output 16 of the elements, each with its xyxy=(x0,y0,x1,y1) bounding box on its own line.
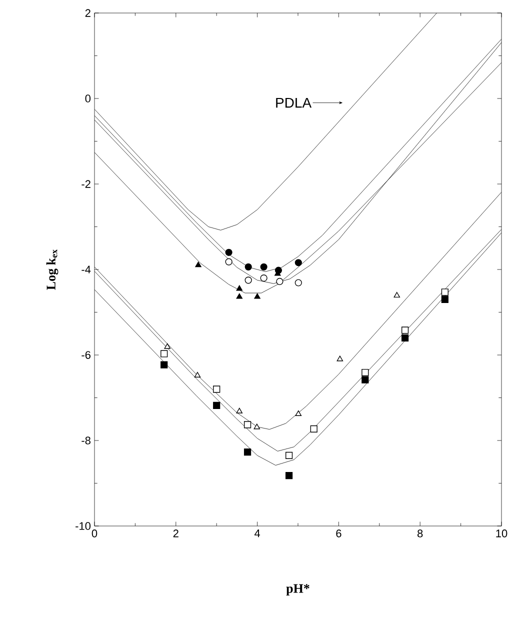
x-tick-label: 2 xyxy=(173,530,178,538)
y-tick-label: 0 xyxy=(85,94,91,102)
y-tick-label: 2 xyxy=(85,9,90,17)
y-tick-label: -8 xyxy=(82,436,90,444)
annotation: PDLA xyxy=(276,98,312,108)
y-tick-label: -2 xyxy=(82,180,90,188)
y-tick-label: -6 xyxy=(82,351,90,359)
x-tick-label: 6 xyxy=(336,530,342,538)
x-tick-label: 10 xyxy=(496,530,508,538)
x-tick-label: 0 xyxy=(92,530,98,538)
x-tick-label: 8 xyxy=(418,530,423,538)
x-axis-title: pH* xyxy=(286,584,310,596)
x-tick-label: 4 xyxy=(254,530,260,538)
y-tick-label: -10 xyxy=(76,522,91,530)
y-axis-title: Log k$_{ex}$ xyxy=(46,249,58,290)
y-tick-label: -4 xyxy=(82,266,91,274)
